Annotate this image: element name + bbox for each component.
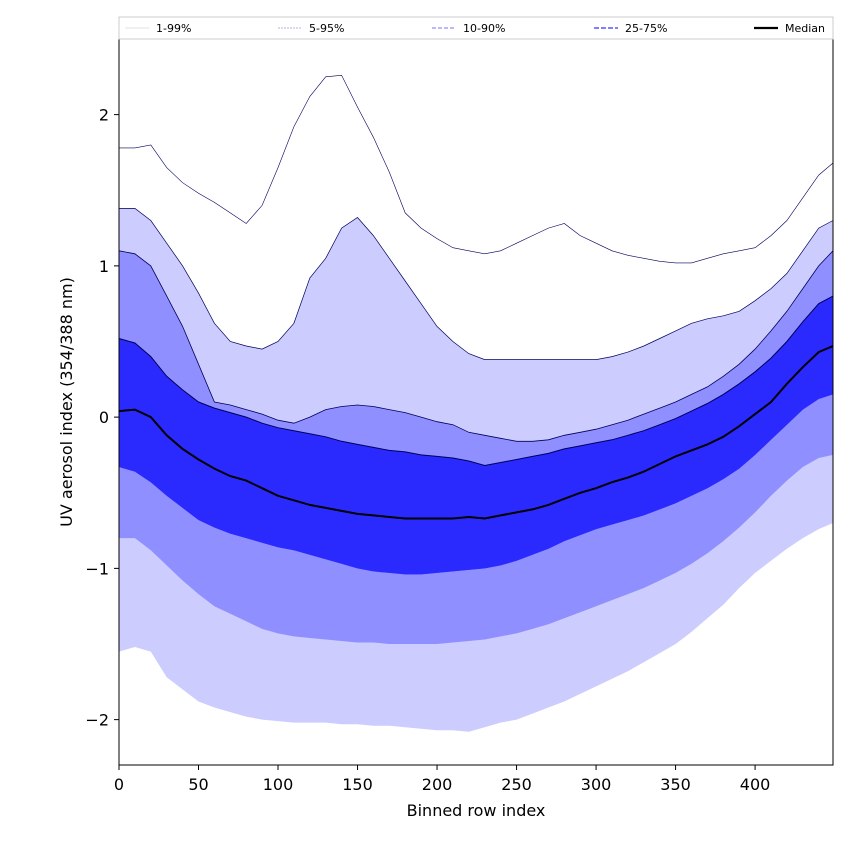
x-axis-ticks: 0 50 100 150 200 250 300 350 400 bbox=[114, 765, 770, 794]
x-tick-label: 150 bbox=[342, 775, 373, 794]
median-line bbox=[118, 345, 834, 520]
x-tick-label: 350 bbox=[660, 775, 691, 794]
y-tick-label: −1 bbox=[85, 559, 109, 578]
y-tick-label: 1 bbox=[99, 257, 109, 276]
legend-label: 10-90% bbox=[463, 22, 505, 35]
legend: 1-99% 5-95% 10-90% 25-75% Median bbox=[118, 16, 834, 40]
x-tick-label: 200 bbox=[422, 775, 453, 794]
x-axis-label: Binned row index bbox=[407, 801, 546, 820]
line-95 bbox=[119, 208, 834, 360]
percentile-bands bbox=[119, 208, 833, 732]
line-75 bbox=[118, 295, 834, 467]
x-tick-label: 0 bbox=[114, 775, 124, 794]
x-tick-label: 100 bbox=[263, 775, 294, 794]
band-25-median bbox=[119, 346, 833, 575]
legend-label: Median bbox=[785, 22, 825, 35]
y-tick-label: 2 bbox=[99, 106, 109, 125]
x-tick-label: 250 bbox=[501, 775, 532, 794]
band-median-75 bbox=[119, 296, 833, 519]
legend-label: 5-95% bbox=[309, 22, 344, 35]
y-axis-ticks: −2 −1 0 1 2 bbox=[85, 106, 119, 730]
x-tick-label: 400 bbox=[740, 775, 771, 794]
line-90 bbox=[118, 250, 834, 442]
y-axis-label: UV aerosol index (354/388 nm) bbox=[57, 277, 76, 527]
legend-label: 25-75% bbox=[625, 22, 667, 35]
percentile-edge-lines bbox=[118, 74, 834, 520]
x-tick-label: 50 bbox=[188, 775, 208, 794]
legend-label: 1-99% bbox=[156, 22, 191, 35]
line-99 bbox=[119, 74, 834, 264]
x-tick-label: 300 bbox=[581, 775, 612, 794]
legend-frame bbox=[118, 16, 834, 40]
y-tick-label: −2 bbox=[85, 711, 109, 730]
y-tick-label: 0 bbox=[99, 408, 109, 427]
